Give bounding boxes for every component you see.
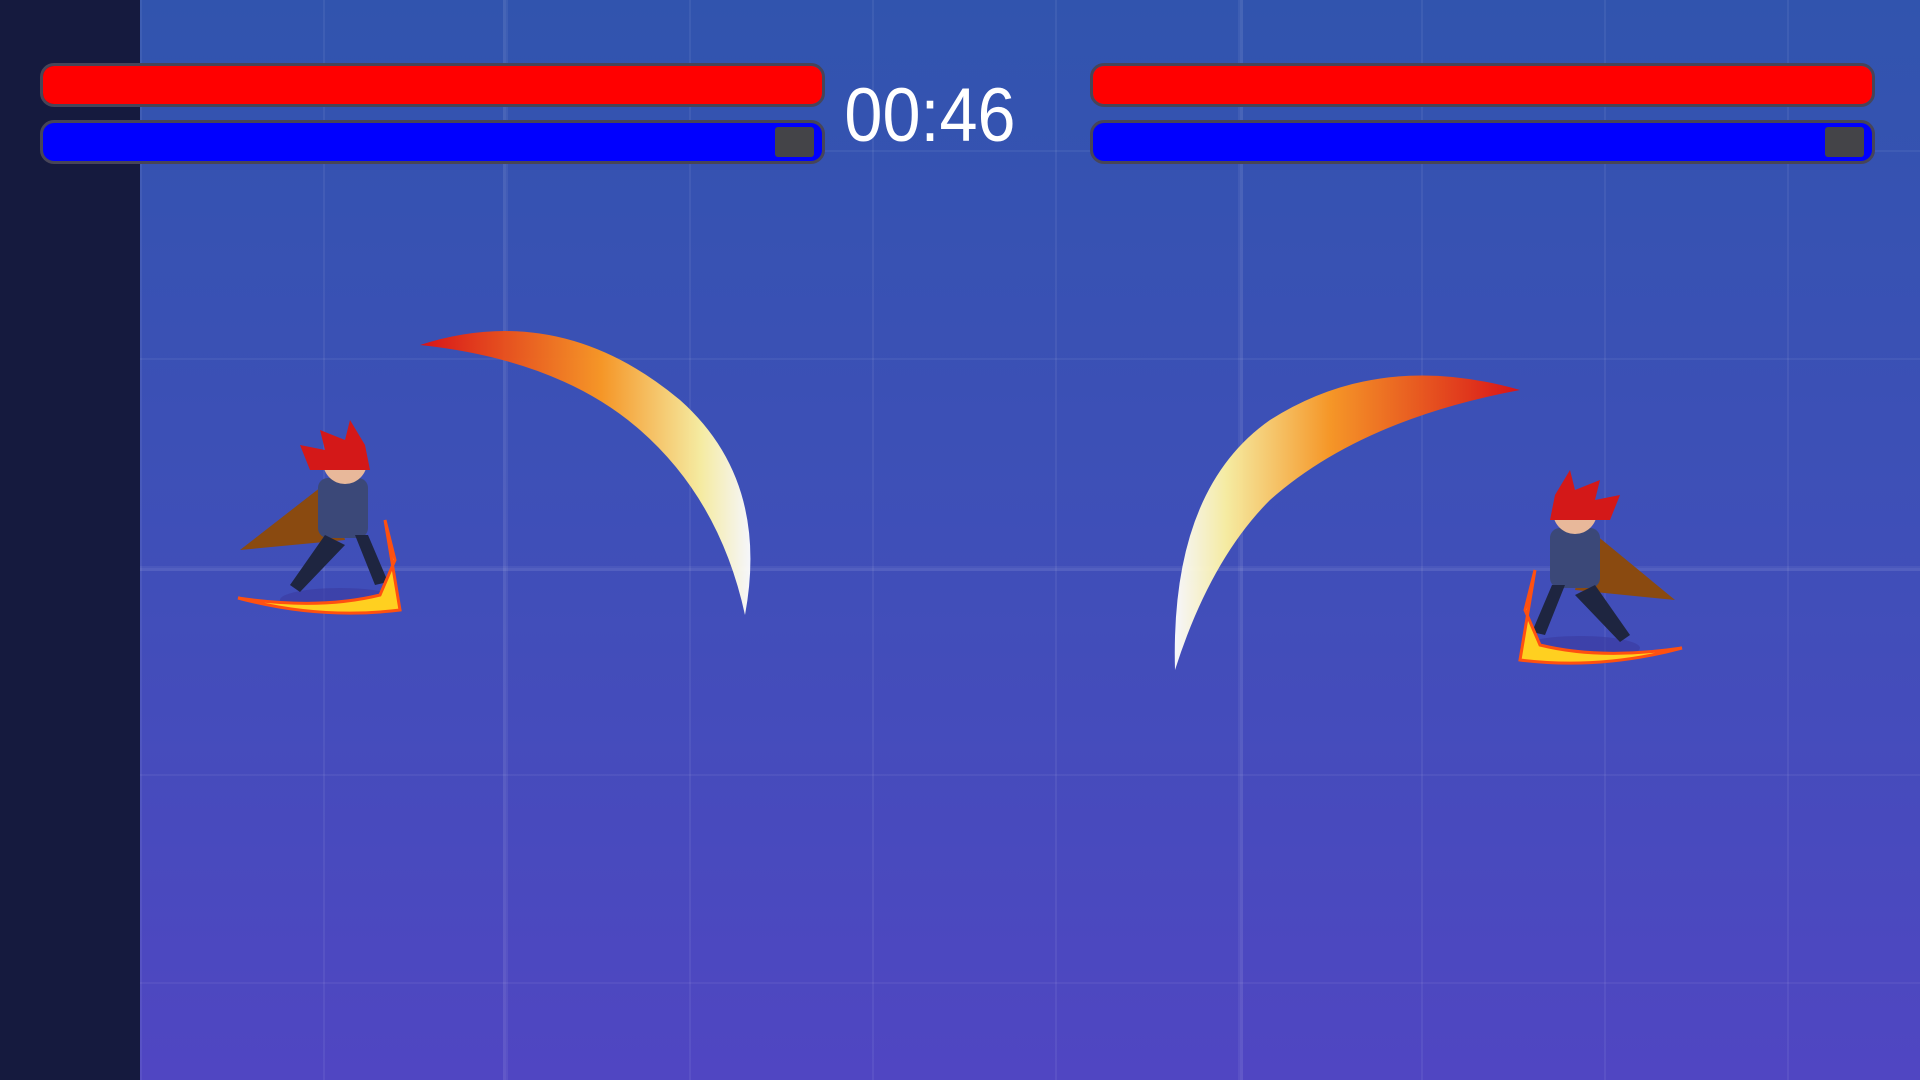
player2-health-fill xyxy=(1093,66,1872,104)
player1-mana-remaining xyxy=(774,127,814,157)
player2-health-bar xyxy=(1090,63,1875,107)
player1-fighter xyxy=(237,420,402,615)
player2-mana-bar xyxy=(1090,120,1875,164)
player1-health-fill xyxy=(43,66,822,104)
round-timer: 00:46 xyxy=(844,73,1016,158)
fire-slash-projectile-left xyxy=(420,331,751,615)
player2-fighter xyxy=(1518,470,1683,665)
grid-line xyxy=(140,568,1920,571)
grid-line xyxy=(503,0,506,1080)
player1-mana-fill xyxy=(43,123,822,161)
side-panel xyxy=(0,0,140,1080)
player2-mana-fill xyxy=(1093,123,1872,161)
player1-mana-bar xyxy=(40,120,825,164)
grid-line xyxy=(1240,0,1243,1080)
player1-health-bar xyxy=(40,63,825,107)
player2-mana-remaining xyxy=(1824,127,1864,157)
fire-slash-projectile-right xyxy=(1174,375,1520,670)
